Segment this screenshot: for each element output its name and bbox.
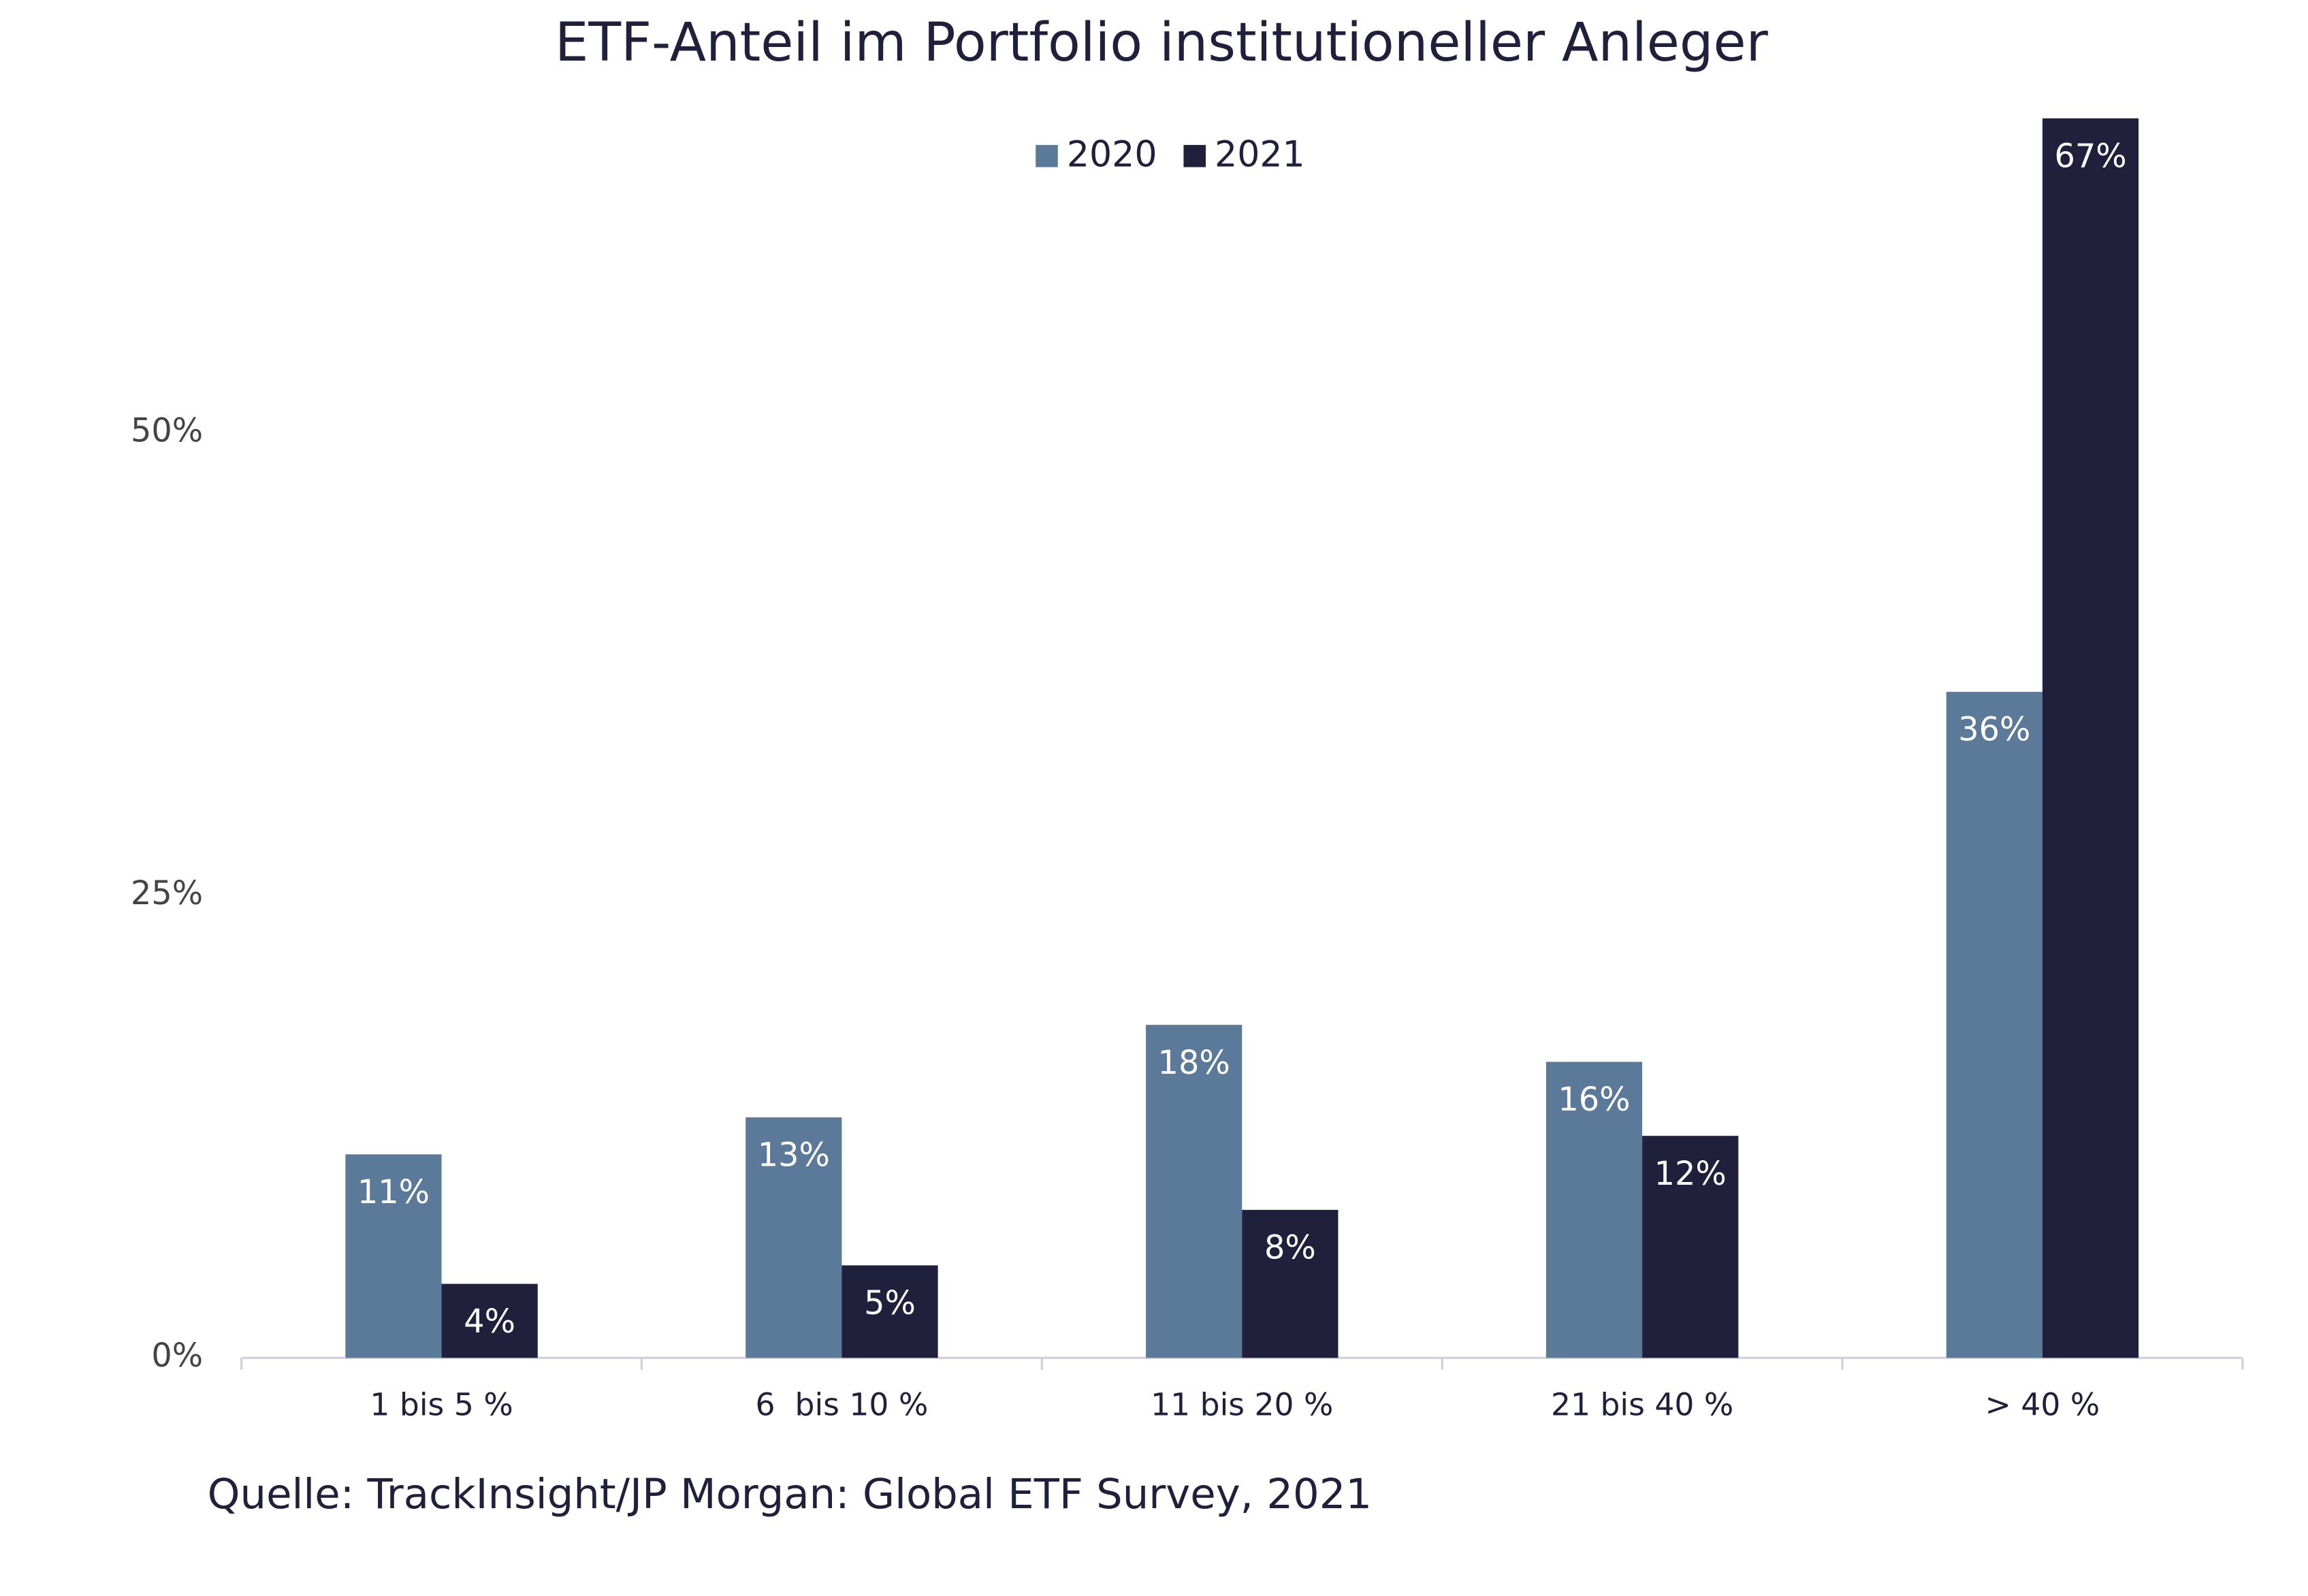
value-label: 4% — [464, 1303, 515, 1341]
bar — [441, 1283, 538, 1358]
legend-label: 2021 — [1215, 134, 1305, 175]
legend-label: 2020 — [1067, 134, 1157, 175]
bar — [842, 1265, 938, 1358]
value-label: 67% — [2054, 138, 2126, 175]
y-tick-label: 25% — [131, 875, 203, 912]
legend-swatch — [1036, 144, 1058, 167]
bar — [1146, 1025, 1243, 1358]
value-label: 12% — [1654, 1155, 1727, 1193]
x-tick-label: > 40 % — [1985, 1386, 2100, 1422]
value-label: 16% — [1558, 1081, 1630, 1119]
x-tick-label: 11 bis 20 % — [1151, 1386, 1333, 1422]
x-tick-label: 6 bis 10 % — [756, 1386, 929, 1422]
value-label: 36% — [1958, 712, 2030, 749]
bar — [1642, 1136, 1739, 1358]
chart-title: ETF-Anteil im Portfolio institutioneller… — [555, 12, 1769, 74]
value-label: 18% — [1158, 1044, 1230, 1082]
x-tick-label: 1 bis 5 % — [370, 1386, 513, 1422]
bar — [1946, 692, 2042, 1358]
source-note: Quelle: TrackInsight/JP Morgan: Global E… — [208, 1471, 1372, 1518]
y-tick-label: 50% — [131, 413, 203, 450]
value-label: 8% — [1264, 1230, 1316, 1267]
x-tick-label: 21 bis 40 % — [1551, 1386, 1733, 1422]
bar — [345, 1154, 442, 1358]
y-tick-label: 0% — [151, 1337, 203, 1375]
value-label: 13% — [758, 1137, 830, 1175]
bar — [1545, 1062, 1643, 1358]
value-label: 11% — [357, 1174, 430, 1211]
bar — [2042, 118, 2139, 1358]
bar — [746, 1117, 842, 1358]
value-label: 5% — [864, 1285, 916, 1322]
bar — [1242, 1209, 1339, 1358]
legend-swatch — [1183, 144, 1206, 167]
